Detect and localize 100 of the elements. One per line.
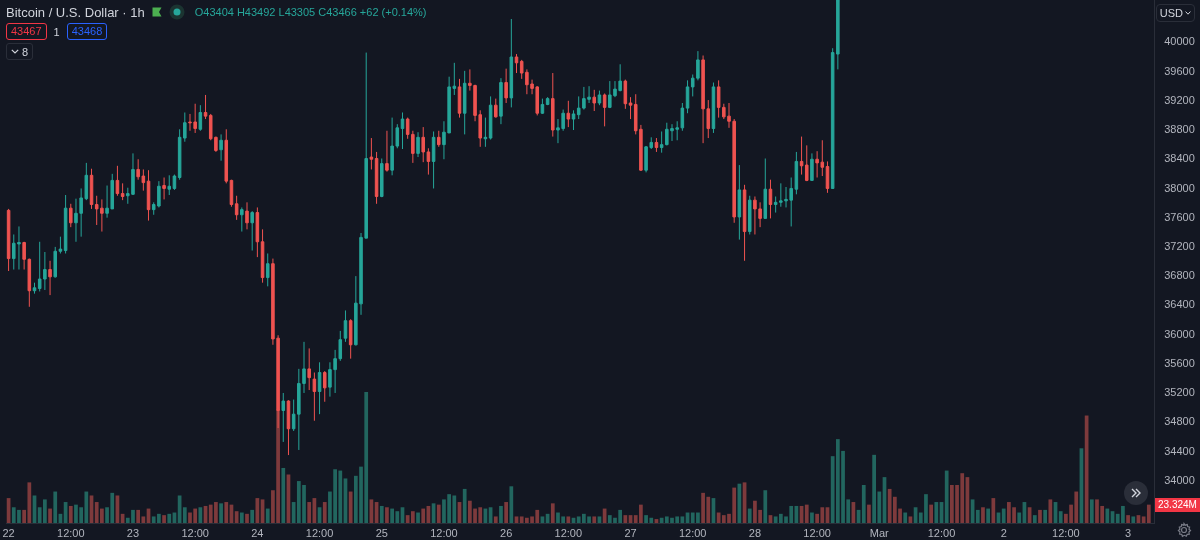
bar	[509, 486, 514, 523]
candlestick	[437, 130, 441, 148]
x-tick-label: 27	[624, 527, 637, 540]
candlestick	[322, 370, 327, 403]
bar	[566, 516, 571, 523]
candlestick	[343, 309, 348, 343]
candlestick	[742, 184, 747, 262]
candlestick	[234, 195, 239, 221]
candlestick	[146, 169, 151, 222]
x-tick-label: 25	[375, 527, 388, 540]
bar	[234, 511, 239, 523]
bar	[804, 504, 809, 523]
candlestick	[63, 194, 68, 254]
bar	[48, 508, 52, 523]
bar	[991, 498, 996, 523]
candlestick	[494, 98, 498, 119]
y-tick-label: 36400	[1164, 298, 1195, 311]
candlestick	[566, 100, 571, 128]
candlestick	[115, 165, 120, 197]
candlestick	[120, 182, 125, 201]
candlestick	[768, 179, 773, 219]
bar	[929, 504, 933, 523]
bar	[1032, 515, 1037, 523]
x-tick-label: 12:00	[430, 527, 458, 540]
bar	[810, 512, 814, 523]
candlestick	[747, 195, 752, 235]
candlestick	[810, 152, 814, 181]
bar	[182, 507, 187, 523]
bar	[53, 491, 58, 523]
text: 23.324M	[1155, 498, 1200, 512]
bar	[1131, 516, 1136, 523]
y-tick-label: 35600	[1164, 356, 1195, 369]
candlestick	[307, 347, 311, 391]
candlestick	[763, 158, 768, 219]
candlestick	[224, 128, 229, 184]
bar	[68, 505, 73, 523]
candlestick	[240, 206, 244, 233]
toggle-button: 8	[6, 43, 34, 60]
candlestick	[250, 210, 254, 252]
currency-button: USD	[1155, 4, 1195, 22]
y-tick-label: 34800	[1164, 415, 1195, 428]
candlestick	[69, 203, 73, 228]
bar	[493, 516, 498, 523]
candlestick	[379, 158, 384, 198]
bar	[903, 512, 908, 523]
bar	[747, 508, 752, 523]
candlestick	[597, 90, 602, 106]
bar	[867, 504, 871, 523]
candlestick	[48, 260, 52, 296]
candlestick	[685, 79, 690, 114]
bar	[167, 513, 172, 523]
x-tick-label: 12:00	[1052, 527, 1080, 540]
bar	[162, 515, 166, 523]
x-tick-label: 23	[126, 527, 140, 540]
bar	[239, 512, 244, 523]
x-tick-label: 12:00	[927, 527, 956, 540]
y-tick-label: 37600	[1164, 210, 1195, 223]
x-tick-label: 12:00	[678, 527, 707, 540]
y-tick-label: 40000	[1164, 35, 1195, 48]
bar	[281, 467, 286, 523]
candlestick	[348, 318, 353, 360]
chart-title: Bitcoin / U.S. Dollar · 1h	[6, 4, 145, 20]
candlestick	[571, 109, 576, 131]
candlestick	[374, 151, 379, 205]
bar	[322, 502, 327, 523]
bar	[250, 509, 255, 523]
bar	[416, 512, 420, 523]
y-tick-label: 38000	[1164, 181, 1195, 194]
bar	[1058, 511, 1063, 523]
candlestick	[53, 246, 58, 279]
bar	[592, 516, 597, 523]
candlestick	[167, 174, 172, 196]
bar	[348, 491, 353, 523]
bar	[1017, 512, 1022, 523]
candlestick	[219, 133, 223, 162]
bar	[1043, 509, 1048, 523]
candlestick	[32, 282, 37, 295]
bar	[1105, 508, 1110, 523]
x-tick-label: 22	[2, 527, 15, 540]
candlestick	[162, 177, 166, 200]
y-tick-label: 36000	[1164, 327, 1195, 340]
x-tick-label: 12:00	[305, 527, 334, 540]
bar	[1146, 504, 1151, 523]
candlestick	[286, 399, 291, 456]
bar	[136, 509, 141, 523]
candlestick	[540, 98, 545, 115]
price-button: 43467	[6, 23, 47, 40]
y-tick-label: 39600	[1164, 64, 1195, 77]
candlestick	[6, 208, 11, 272]
candlestick	[369, 137, 374, 170]
candlestick	[592, 89, 597, 112]
bar	[1001, 508, 1006, 523]
candlestick	[255, 206, 260, 258]
bar	[198, 507, 203, 523]
bar	[1038, 509, 1042, 523]
x-tick-label: 12:00	[803, 527, 831, 540]
annotation: 1	[53, 25, 60, 38]
x-tick-label: 2	[1000, 527, 1007, 540]
candlestick	[488, 95, 493, 141]
y-tick-label: 39200	[1164, 93, 1195, 106]
